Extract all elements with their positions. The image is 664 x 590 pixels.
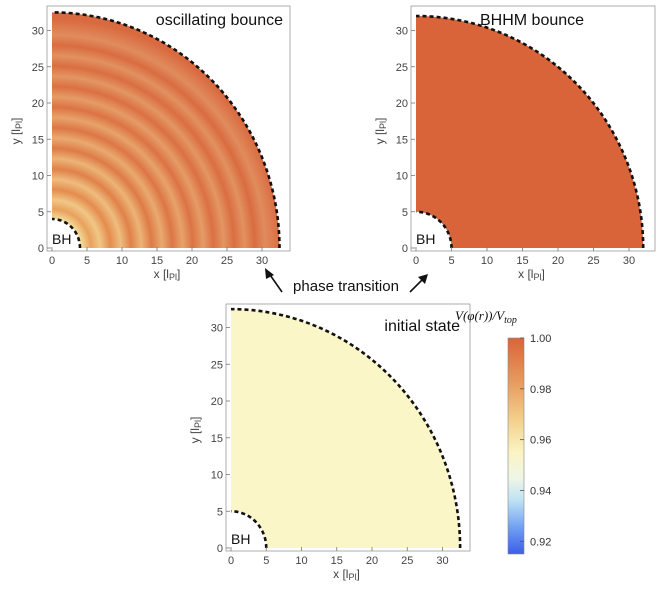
black-hole-label: BH <box>416 231 435 247</box>
y-tick-label: 25 <box>396 62 408 74</box>
outer-boundary <box>51 11 281 249</box>
panel-title: BHHM bounce <box>480 12 584 29</box>
y-tick-label: 15 <box>211 433 223 445</box>
colorbar-ticks: 1.00 0.98 0.96 0.94 0.92 <box>520 333 551 548</box>
x-tick-label: 10 <box>481 255 493 267</box>
potential-field-region <box>416 16 644 248</box>
y-tick-label: 30 <box>211 323 223 335</box>
x-axis-label: x [lPl] <box>154 267 181 282</box>
panel-title: initial state <box>384 318 460 335</box>
x-axis-ticks: 0 5 10 15 20 25 30 <box>49 247 268 267</box>
colorbar-tick-label: 1.00 <box>530 333 551 345</box>
y-axis-label: y [lPl] <box>188 417 203 444</box>
x-tick-label: 0 <box>49 255 55 267</box>
y-tick-label: 20 <box>211 396 223 408</box>
x-tick-label: 10 <box>295 555 307 567</box>
black-hole-label: BH <box>52 231 71 247</box>
x-tick-label: 25 <box>401 555 413 567</box>
potential-field-region <box>231 309 461 548</box>
y-axis-label: y [lPl] <box>9 118 24 145</box>
colorbar-label: V(φ(r))/Vtop <box>455 308 517 326</box>
bhhm-bounce-panel: 0 5 10 15 20 25 30 0 5 10 15 20 25 30 x [lPl] y [lPl] BH… <box>373 5 656 282</box>
y-axis-ticks: 0 5 10 15 20 25 30 <box>211 323 230 555</box>
y-tick-label: 0 <box>402 243 408 255</box>
x-tick-label: 20 <box>186 255 198 267</box>
colorbar-tick-label: 0.98 <box>530 384 551 396</box>
outer-boundary <box>230 307 462 549</box>
colorbar: V(φ(r))/Vtop 1.00 0.98 0.96 0.94 0.92 <box>455 308 551 555</box>
colorbar-gradient <box>507 337 525 555</box>
y-tick-label: 15 <box>396 134 408 146</box>
x-axis-label: x [lPl] <box>518 267 545 282</box>
x-tick-label: 20 <box>366 555 378 567</box>
black-hole-boundary <box>415 210 453 249</box>
y-tick-label: 20 <box>32 98 44 110</box>
y-axis-ticks: 0 5 10 15 20 25 30 <box>396 26 415 255</box>
x-tick-label: 0 <box>228 555 234 567</box>
y-tick-label: 15 <box>32 134 44 146</box>
x-tick-label: 30 <box>436 555 448 567</box>
y-axis-ticks: 0 5 10 15 20 25 30 <box>32 26 51 255</box>
y-tick-label: 0 <box>217 543 223 555</box>
y-tick-label: 10 <box>32 171 44 183</box>
potential-field-region <box>52 12 280 248</box>
x-tick-label: 15 <box>151 255 163 267</box>
y-tick-label: 30 <box>32 26 44 38</box>
arrow-right-head <box>418 274 428 284</box>
phase-transition-label: phase transition <box>293 278 399 295</box>
y-tick-label: 0 <box>38 243 44 255</box>
panel-title: oscillating bounce <box>156 12 283 29</box>
y-tick-label: 20 <box>396 98 408 110</box>
x-tick-label: 5 <box>263 555 269 567</box>
x-tick-label: 15 <box>516 255 528 267</box>
x-tick-label: 10 <box>116 255 128 267</box>
phase-transition-annotation: phase transition <box>265 268 428 295</box>
y-tick-label: 25 <box>32 62 44 74</box>
x-axis-label: x [lPl] <box>333 567 360 582</box>
x-tick-label: 30 <box>623 255 635 267</box>
outer-boundary <box>415 14 645 249</box>
x-tick-label: 30 <box>256 255 268 267</box>
oscillating-bounce-panel: 0 5 10 15 20 25 30 0 5 10 15 20 25 30 x [lPl] y [lPl] os… <box>9 5 291 282</box>
y-tick-label: 30 <box>396 26 408 38</box>
colorbar-tick-label: 0.92 <box>530 536 551 548</box>
x-axis-ticks: 0 5 10 15 20 25 30 <box>228 547 449 567</box>
colorbar-tick-label: 0.96 <box>530 435 551 447</box>
x-tick-label: 5 <box>448 255 454 267</box>
x-tick-label: 0 <box>413 255 419 267</box>
black-hole-label: BH <box>231 531 250 547</box>
y-tick-label: 5 <box>402 207 408 219</box>
y-tick-label: 10 <box>396 171 408 183</box>
arrow-left-head <box>265 268 274 279</box>
colorbar-tick-label: 0.94 <box>530 485 551 497</box>
initial-state-panel: 0 5 10 15 20 25 30 0 5 10 15 20 25 30 x [lPl] y [lPl] in… <box>188 303 471 582</box>
black-hole-boundary <box>51 217 82 249</box>
x-tick-label: 20 <box>552 255 564 267</box>
x-tick-label: 25 <box>587 255 599 267</box>
x-tick-label: 5 <box>84 255 90 267</box>
y-tick-label: 25 <box>211 359 223 371</box>
y-tick-label: 5 <box>38 207 44 219</box>
x-axis-ticks: 0 5 10 15 20 25 30 <box>413 247 635 267</box>
y-axis-label: y [lPl] <box>373 118 388 145</box>
y-tick-label: 5 <box>217 506 223 518</box>
y-tick-label: 10 <box>211 470 223 482</box>
x-tick-label: 25 <box>221 255 233 267</box>
black-hole-boundary <box>230 509 268 549</box>
x-tick-label: 15 <box>331 555 343 567</box>
